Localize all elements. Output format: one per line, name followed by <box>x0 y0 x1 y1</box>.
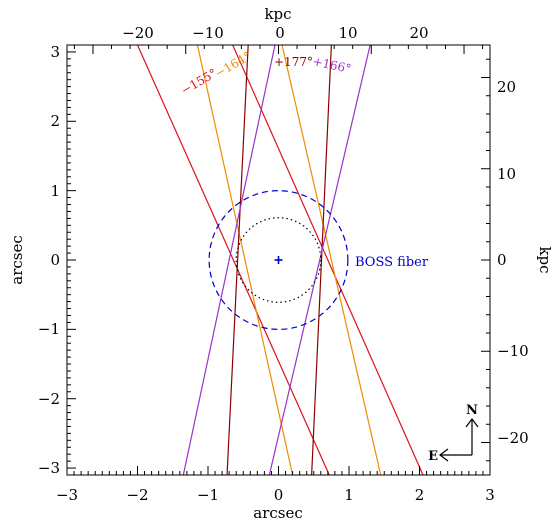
y-axis-title: arcsec <box>8 235 26 285</box>
top-tick-label: 0 <box>275 24 285 42</box>
series-line-3-1 <box>268 45 371 475</box>
y-tick-label: −2 <box>38 390 60 408</box>
top-axis-title: kpc <box>264 5 291 23</box>
right-tick-label: −10 <box>497 342 529 360</box>
x-axis-title: arcsec <box>253 504 303 522</box>
top-tick-label: −20 <box>122 24 154 42</box>
boss-fiber-circle <box>208 190 349 330</box>
axis-ticks <box>66 44 491 476</box>
series-line-3-0 <box>182 45 276 475</box>
x-tick-label: 2 <box>415 486 425 504</box>
x-tick-label: 1 <box>344 486 354 504</box>
compass-north-arrow <box>465 418 479 455</box>
x-tick-label: 0 <box>274 486 284 504</box>
top-tick-label: −10 <box>192 24 224 42</box>
y-tick-label: 1 <box>50 182 60 200</box>
series-line-2-1 <box>311 45 332 475</box>
compass-north-label: N <box>466 403 478 418</box>
x-tick-label: −1 <box>197 486 219 504</box>
series-line-0-0 <box>136 45 330 475</box>
compass-east-label: E <box>428 449 438 464</box>
compass-east-arrow <box>439 448 472 462</box>
plot-lines <box>136 45 424 475</box>
right-axis-title: kpc <box>536 246 554 273</box>
series-label-166: +166° <box>311 54 352 76</box>
right-tick-label: 20 <box>497 78 516 96</box>
dotted-circle <box>235 217 322 303</box>
boss-fiber-label: BOSS fiber <box>355 255 429 270</box>
center-marker <box>274 256 283 264</box>
x-tick-label: 3 <box>485 486 495 504</box>
top-tick-label: 20 <box>409 24 428 42</box>
series-line-1-1 <box>281 45 382 475</box>
right-tick-label: 0 <box>497 251 507 269</box>
top-tick-label: 10 <box>338 24 357 42</box>
series-line-2-0 <box>226 45 249 475</box>
series-label-177: +177° <box>274 55 313 69</box>
y-tick-label: −3 <box>38 459 60 477</box>
series-line-1-0 <box>196 45 294 475</box>
x-tick-label: −2 <box>126 486 148 504</box>
x-tick-label: −3 <box>56 486 78 504</box>
y-tick-label: 3 <box>50 43 60 61</box>
right-tick-label: −20 <box>497 429 529 447</box>
right-tick-label: 10 <box>497 165 516 183</box>
y-tick-label: 0 <box>50 251 60 269</box>
series-line-0-1 <box>232 45 424 475</box>
y-tick-label: 2 <box>50 112 60 130</box>
y-tick-label: −1 <box>38 320 60 338</box>
compass: N E <box>428 403 479 464</box>
